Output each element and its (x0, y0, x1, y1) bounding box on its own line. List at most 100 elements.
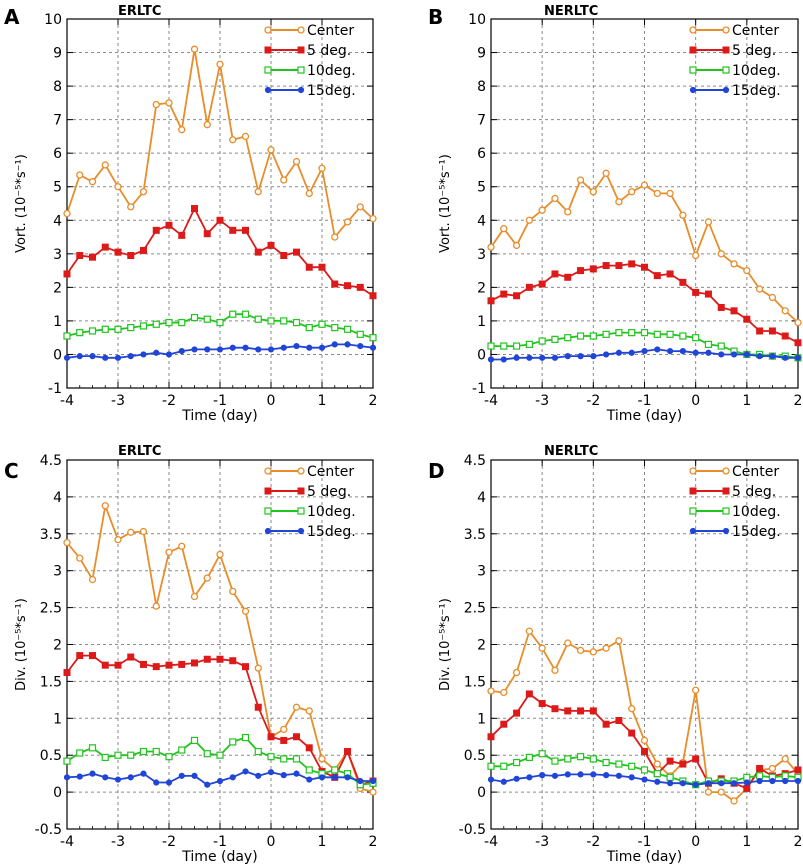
x-tick-label: 0 (691, 834, 700, 850)
legend-label: Center (732, 23, 779, 39)
y-tick-label: 5 (477, 180, 486, 196)
data-point (539, 772, 546, 779)
data-point (76, 652, 84, 660)
data-point (216, 318, 224, 327)
legend-marker (264, 46, 272, 54)
data-point (127, 528, 135, 536)
data-point (203, 574, 211, 582)
data-point (525, 627, 534, 635)
legend-marker (297, 46, 305, 54)
data-point (178, 542, 186, 550)
data-point (127, 353, 134, 360)
x-tick-label: 2 (794, 393, 803, 409)
x-tick-label: -2 (162, 393, 176, 409)
y-axis-label: Vort. (10⁻⁵*s⁻¹) (14, 154, 29, 253)
data-point (229, 738, 237, 746)
data-point (293, 248, 300, 256)
data-point (641, 263, 648, 271)
x-tick-label: 0 (267, 834, 276, 850)
y-tick-label: 1 (477, 314, 486, 330)
data-point (487, 776, 495, 783)
data-point (331, 233, 339, 241)
data-point (369, 334, 377, 342)
data-point (76, 749, 84, 757)
series-10deg- (63, 310, 377, 342)
data-point (653, 330, 661, 338)
legend: Center 5 deg. 10deg. 15deg. (264, 23, 356, 99)
data-point (769, 353, 776, 360)
series-10deg- (487, 750, 802, 789)
data-point (539, 354, 546, 361)
data-point (178, 348, 185, 355)
data-point (127, 653, 135, 661)
data-point (525, 283, 533, 291)
data-point (487, 733, 495, 741)
data-point (602, 720, 610, 728)
legend-label: 10deg. (732, 504, 781, 520)
x-tick-label: -4 (60, 834, 74, 850)
data-point (500, 342, 508, 350)
data-point (551, 772, 559, 779)
data-point (538, 750, 546, 758)
data-point (101, 753, 109, 762)
data-point (730, 797, 738, 805)
data-point (666, 270, 674, 278)
data-point (666, 189, 674, 198)
data-point (293, 770, 300, 777)
data-point (63, 209, 71, 218)
y-tick-label: 8 (477, 79, 486, 95)
data-point (513, 354, 520, 361)
data-point (331, 324, 339, 332)
data-point (794, 777, 802, 785)
data-point (743, 266, 751, 275)
data-point (628, 329, 636, 337)
data-point (487, 243, 495, 251)
panel-title: ERLTC (118, 444, 161, 459)
data-point (305, 744, 313, 752)
y-tick-label: 3.5 (464, 527, 486, 543)
data-point (165, 221, 173, 229)
data-point (153, 779, 160, 786)
data-point (242, 226, 249, 234)
x-axis-label: Time (day) (181, 408, 257, 424)
data-point (641, 348, 648, 355)
y-tick-label: 0.5 (40, 748, 62, 764)
series-15deg- (63, 768, 377, 788)
data-point (666, 757, 674, 765)
data-point (88, 178, 97, 186)
data-point (500, 720, 508, 728)
legend-label: 5 deg. (732, 43, 776, 59)
y-tick-label: 5 (53, 180, 62, 196)
data-point (203, 121, 211, 129)
data-point (280, 772, 287, 779)
legend-label: 10deg. (307, 504, 356, 520)
x-tick-label: 2 (794, 834, 803, 850)
data-point (63, 774, 71, 781)
y-tick-label: 0 (477, 785, 486, 801)
data-point (76, 171, 84, 179)
data-point (357, 342, 364, 350)
legend: Center 5 deg. 10deg. 15deg. (689, 464, 781, 540)
y-axis-label: Div. (10⁻⁵*s⁻¹) (14, 598, 29, 691)
data-point (525, 690, 533, 698)
data-point (628, 349, 635, 356)
data-point (692, 251, 700, 260)
x-tick-label: 1 (318, 393, 327, 409)
data-point (241, 310, 250, 318)
data-point (756, 353, 763, 360)
panel-letter: A (4, 5, 20, 29)
data-point (526, 774, 533, 781)
data-point (216, 550, 224, 559)
legend-label: Center (732, 464, 779, 480)
data-point (203, 750, 211, 758)
data-point (203, 655, 211, 663)
data-point (653, 189, 661, 198)
series-5-deg- (63, 205, 377, 300)
data-point (756, 764, 764, 772)
data-point (241, 733, 250, 742)
data-point (718, 351, 725, 358)
data-point (590, 353, 597, 360)
panel-letter: B (428, 5, 443, 29)
data-point (525, 216, 534, 224)
